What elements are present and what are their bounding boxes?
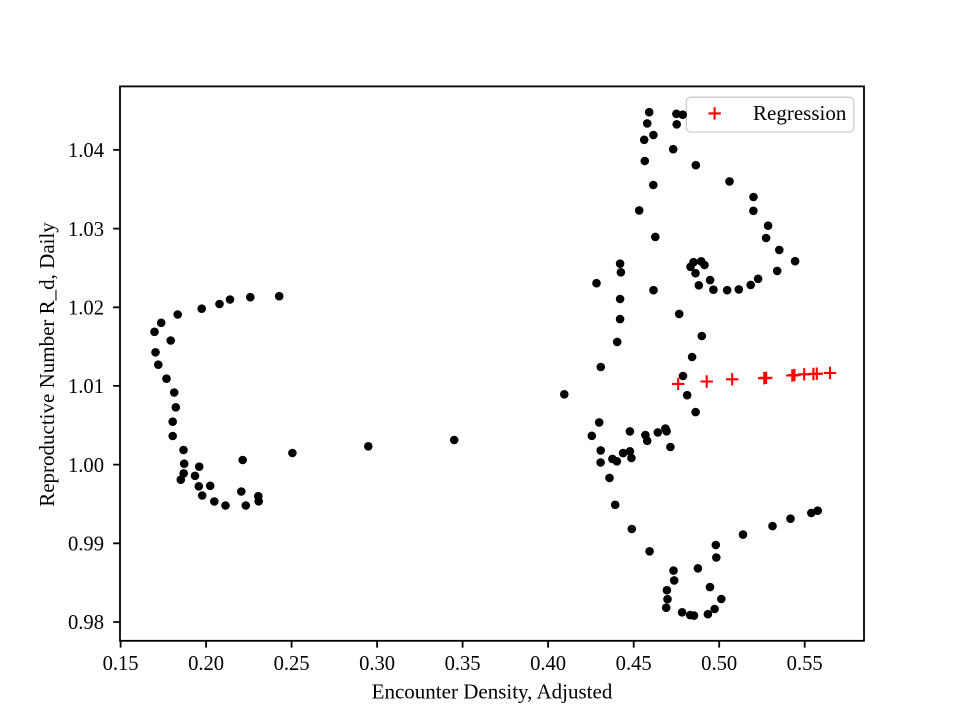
svg-text:0.45: 0.45	[616, 653, 652, 675]
svg-text:Reproductive Number R_d, Daily: Reproductive Number R_d, Daily	[35, 222, 59, 507]
svg-text:0.35: 0.35	[445, 653, 481, 675]
svg-text:0.55: 0.55	[787, 653, 823, 675]
svg-text:1.02: 1.02	[68, 298, 104, 320]
svg-text:Encounter Density, Adjusted: Encounter Density, Adjusted	[372, 679, 613, 703]
svg-text:1.01: 1.01	[68, 376, 104, 398]
svg-text:0.50: 0.50	[701, 653, 737, 675]
svg-text:1.00: 1.00	[68, 455, 104, 477]
svg-text:0.30: 0.30	[359, 653, 395, 675]
svg-text:0.15: 0.15	[103, 653, 139, 675]
svg-text:Regression: Regression	[753, 101, 847, 125]
svg-text:0.99: 0.99	[68, 534, 104, 556]
svg-text:1.04: 1.04	[68, 140, 104, 162]
svg-text:0.98: 0.98	[68, 612, 104, 634]
svg-text:0.40: 0.40	[530, 653, 566, 675]
svg-text:1.03: 1.03	[68, 219, 104, 241]
svg-text:0.25: 0.25	[274, 653, 310, 675]
svg-text:0.20: 0.20	[188, 653, 224, 675]
